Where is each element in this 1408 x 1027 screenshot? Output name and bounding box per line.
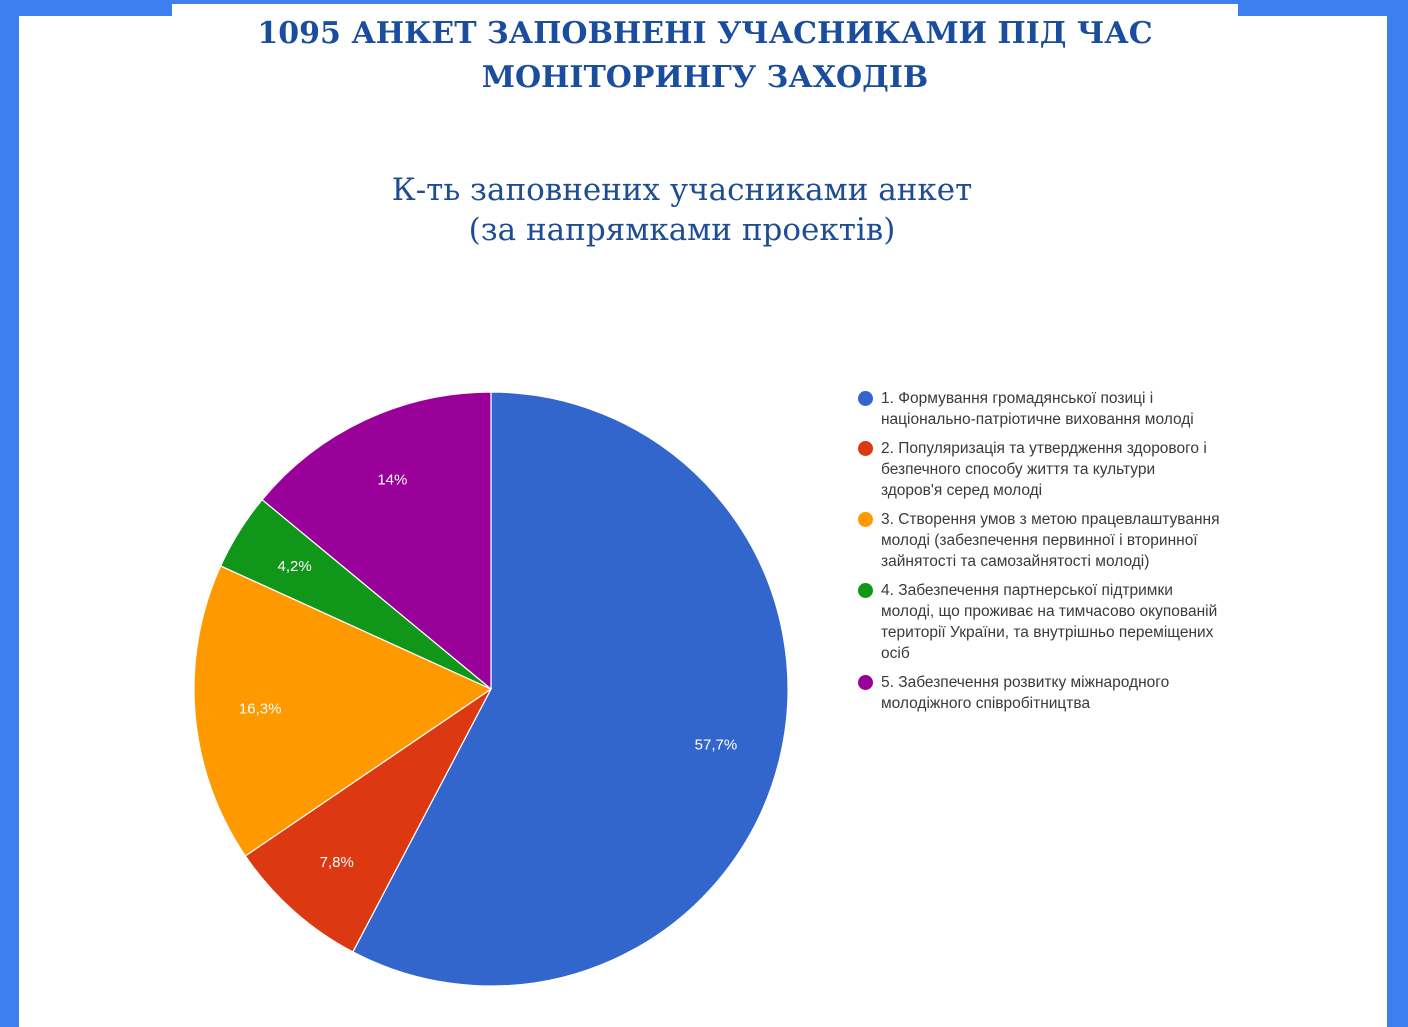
slice-label-5: 14% bbox=[377, 471, 407, 488]
legend-item-4: 4. Забезпечення партнерської підтримки мо… bbox=[858, 580, 1278, 664]
pie-slice-5 bbox=[261, 391, 492, 691]
pie-slice-2 bbox=[244, 688, 492, 953]
slice-label-3: 16,3% bbox=[239, 701, 282, 718]
chart-title-line-1: К-ть заповнених учасниками анкет bbox=[391, 172, 973, 208]
legend-swatch-1 bbox=[858, 391, 873, 406]
legend-item-2: 2. Популяризація та утвердження здоровог… bbox=[858, 438, 1278, 501]
chart-legend: 1. Формування громадянської позиці і наці… bbox=[858, 388, 1278, 722]
frame-bar-left bbox=[0, 0, 19, 1027]
legend-label-1: 1. Формування громадянської позиці і наці… bbox=[881, 390, 1194, 428]
legend-item-3: 3. Створення умов з метою працевлаштуван… bbox=[858, 509, 1278, 572]
page-title: 1095 АНКЕТ ЗАПОВНЕНІ УЧАСНИКАМИ ПІД ЧАС … bbox=[172, 12, 1238, 100]
chart-title-line-2: (за напрямками проектів) bbox=[468, 212, 896, 248]
legend-swatch-5 bbox=[858, 675, 873, 690]
legend-swatch-4 bbox=[858, 583, 873, 598]
legend-swatch-3 bbox=[858, 512, 873, 527]
frame-bar-top-left bbox=[0, 0, 172, 16]
page-title-line-2: МОНІТОРИНГУ ЗАХОДІВ bbox=[481, 60, 929, 95]
legend-label-5: 5. Забезпечення розвитку міжнародного мол… bbox=[881, 674, 1170, 712]
frame-bar-top-right bbox=[1238, 0, 1408, 16]
page-title-line-1: 1095 АНКЕТ ЗАПОВНЕНІ УЧАСНИКАМИ ПІД ЧАС bbox=[257, 16, 1153, 51]
legend-label-4: 4. Забезпечення партнерської підтримки мо… bbox=[881, 582, 1218, 662]
slice-label-4: 4,2% bbox=[278, 558, 312, 575]
pie-slice-3 bbox=[193, 565, 493, 857]
chart-title: К-ть заповнених учасниками анкет (за нап… bbox=[182, 170, 1182, 250]
legend-item-5: 5. Забезпечення розвитку міжнародного мол… bbox=[858, 672, 1278, 714]
slice-label-2: 7,8% bbox=[320, 854, 354, 871]
slice-label-1: 57,7% bbox=[695, 736, 738, 753]
legend-label-3: 3. Створення умов з метою працевлаштуван… bbox=[881, 511, 1220, 570]
legend-swatch-2 bbox=[858, 441, 873, 456]
legend-label-2: 2. Популяризація та утвердження здоровог… bbox=[881, 440, 1207, 499]
frame-bar-bottom bbox=[0, 0, 1408, 4]
frame-bar-right bbox=[1387, 0, 1408, 1027]
legend-item-1: 1. Формування громадянської позиці і наці… bbox=[858, 388, 1278, 430]
pie-slice-1 bbox=[352, 391, 789, 987]
